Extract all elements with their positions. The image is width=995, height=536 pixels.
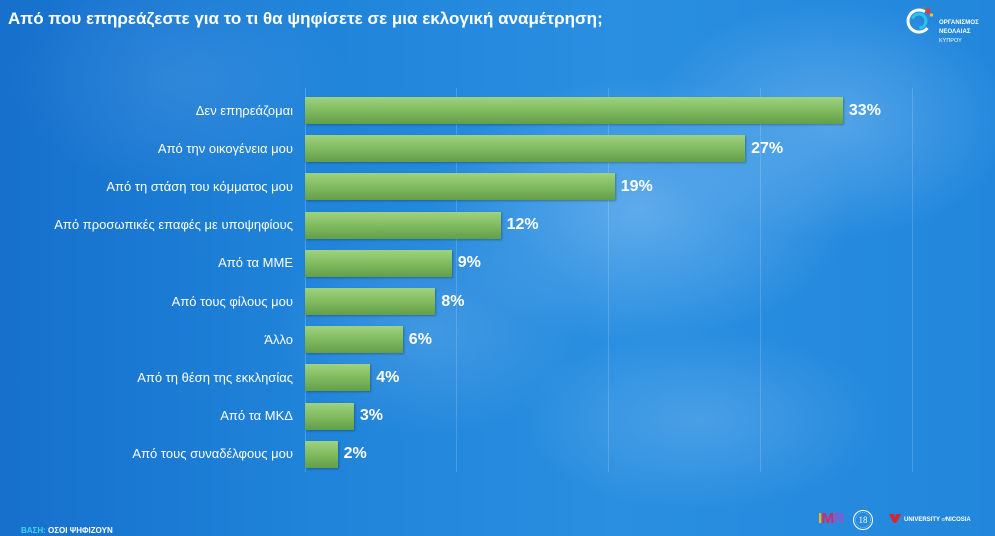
seal-number: 18 <box>859 515 869 525</box>
bar-value-label: 6% <box>408 330 432 348</box>
base-note: ΒΑΣΗ: ΟΣΟΙ ΨΗΦΙΖΟΥΝ <box>21 526 113 536</box>
imr-logo-letter-r: R <box>833 510 845 527</box>
university-of: of <box>941 517 946 523</box>
y-axis-line <box>305 88 306 472</box>
org-name-line-1: ΟΡΓΑΝΙΣΜΟΣ <box>939 20 979 26</box>
university-logo-text: UNIVERSITY ofNICOSIA <box>904 516 971 524</box>
bar <box>305 288 436 315</box>
bar-value-label: 4% <box>376 368 400 386</box>
university-word: UNIVERSITY <box>904 517 940 523</box>
swirl-logo-icon <box>906 6 934 34</box>
org-name-line-3: ΚΥΠΡΟΥ <box>939 38 962 44</box>
bar-value-label: 19% <box>620 177 653 195</box>
imr-logo: IMR <box>818 510 845 527</box>
university-name: NICOSIA <box>945 517 971 523</box>
anniversary-seal-icon: 18 <box>853 510 873 530</box>
imr-logo-letter-i: I <box>818 510 822 527</box>
bar-value-label: 2% <box>343 445 367 463</box>
category-label: Από τους συναδέλφους μου <box>132 446 293 462</box>
bar <box>305 249 452 277</box>
bar <box>305 402 354 430</box>
category-label: Άλλο <box>264 331 293 347</box>
category-label: Από τη στάση του κόμματος μου <box>106 178 293 194</box>
gridline <box>456 88 457 472</box>
category-label: Από προσωπικές επαφές με υποψηφίους <box>54 217 293 233</box>
bar <box>305 97 843 124</box>
base-label: ΒΑΣΗ: <box>21 526 46 535</box>
category-label: Από τα ΜΜΕ <box>218 255 293 271</box>
category-label: Δεν επηρεάζομαι <box>195 102 293 118</box>
bar-value-label: 27% <box>751 139 784 157</box>
bar <box>305 364 371 392</box>
gridline <box>608 88 609 472</box>
bar-value-label: 3% <box>359 407 384 425</box>
page-title: Από που επηρεάζεστε για το τι θα ψηφίσετ… <box>8 9 603 28</box>
base-text: ΟΣΟΙ ΨΗΦΙΖΟΥΝ <box>48 526 113 535</box>
bar <box>305 135 746 163</box>
bar-value-label: 33% <box>848 101 881 119</box>
imr-logo-letter-m: M <box>821 510 835 527</box>
org-name-line-2: ΝΕΟΛΑΙΑΣ <box>939 29 971 35</box>
university-emblem-icon <box>889 514 901 523</box>
category-label: Από τους φίλους μου <box>171 293 293 309</box>
gridline <box>760 88 761 472</box>
bar <box>305 211 501 239</box>
bar <box>305 440 338 468</box>
bar <box>305 173 615 201</box>
category-label: Από τα ΜΚΔ <box>220 408 293 424</box>
bar-value-label: 9% <box>457 254 481 272</box>
category-label: Από τη θέση της εκκλησίας <box>137 369 293 385</box>
org-logo: ΟΡΓΑΝΙΣΜΟΣ ΝΕΟΛΑΙΑΣ ΚΥΠΡΟΥ <box>904 4 992 48</box>
bar <box>305 326 403 354</box>
bar-value-label: 8% <box>441 292 465 310</box>
bar-value-label: 12% <box>506 216 539 234</box>
category-label: Από την οικογένεια μου <box>157 140 293 156</box>
gridline <box>912 88 913 472</box>
